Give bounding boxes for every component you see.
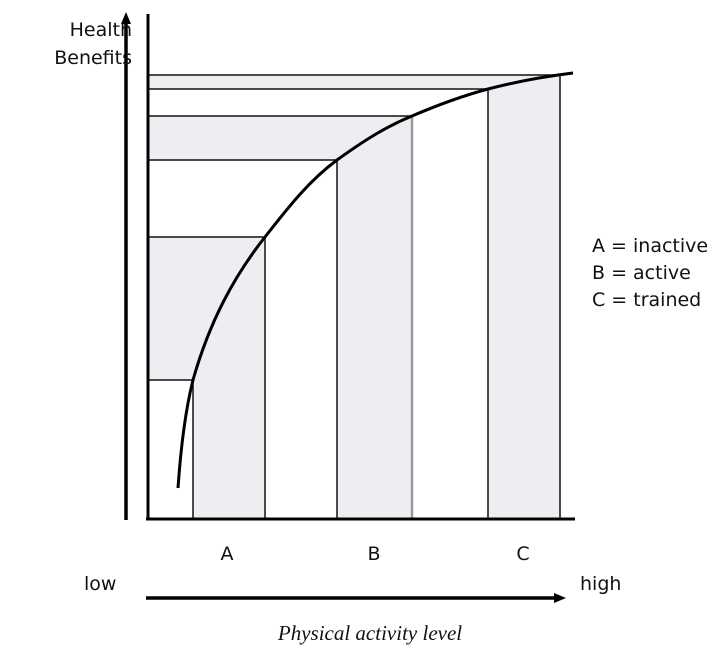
band-b [148,116,412,160]
band-a [148,237,265,380]
y-label: Health [70,19,132,41]
legend-entry: A = inactive [592,235,708,257]
curve [176,71,574,489]
x-arrowhead [554,593,566,603]
x-title: Physical activity level [277,621,462,645]
strip-a [193,237,265,519]
low-label: low [84,573,116,595]
legend-entry: C = trained [592,289,701,311]
category-label: B [367,543,380,565]
band-c [148,75,560,89]
category-label: C [516,543,529,565]
y-label: Benefits [54,47,132,69]
y-arrowhead [121,12,131,24]
strip-c [488,75,560,519]
shading [148,75,560,519]
category-label: A [221,543,234,565]
guide [148,379,194,519]
legend-entry: B = active [592,262,691,284]
strip-b [337,116,412,519]
high-label: high [580,573,621,595]
